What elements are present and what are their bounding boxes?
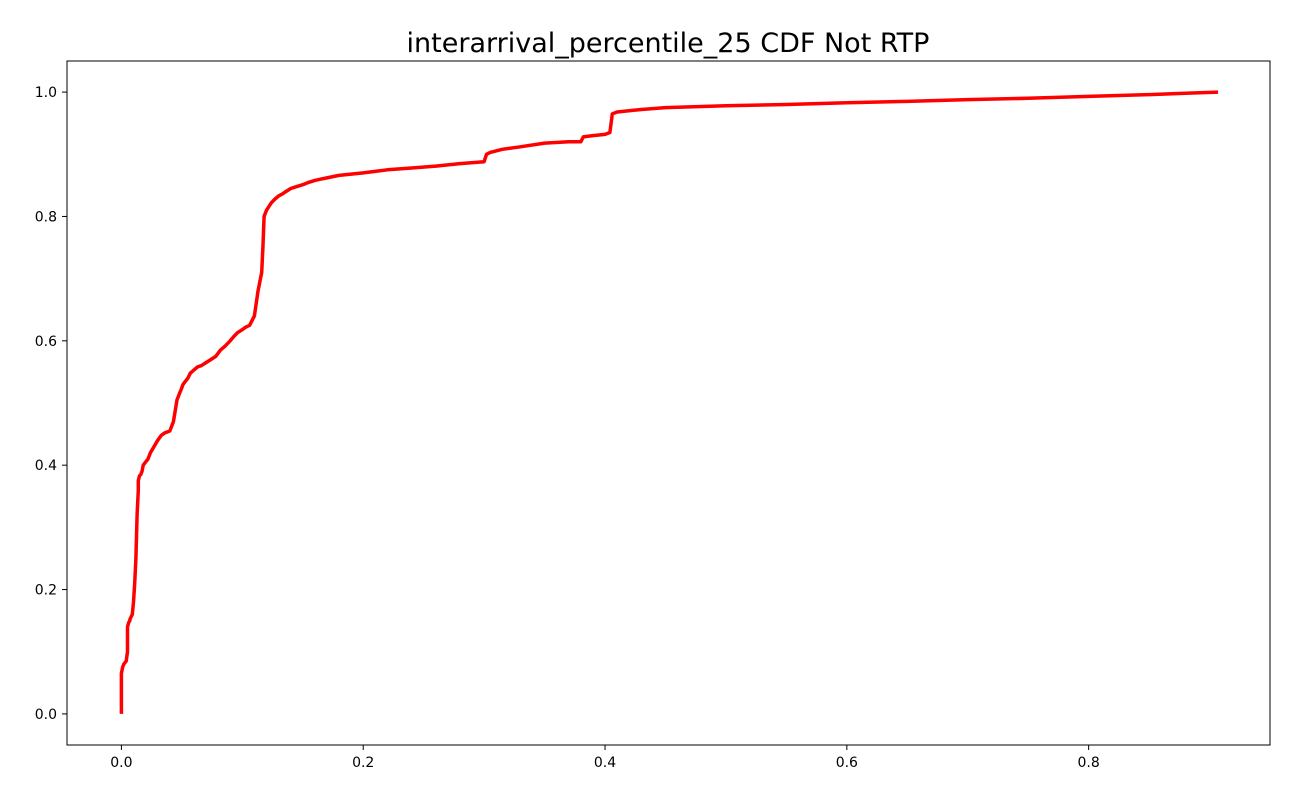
y-tick-label: 1.0 — [35, 85, 57, 101]
x-tick-label: 0.8 — [1078, 755, 1100, 771]
cdf-series-line-0 — [119, 90, 1219, 714]
y-tick-label: 0.4 — [35, 458, 57, 474]
y-tick-label: 0.6 — [35, 334, 57, 350]
y-tick-label: 0.8 — [35, 209, 57, 225]
y-axis: 0.0 0.2 0.4 0.6 0.8 1.0 — [35, 85, 67, 723]
x-tick-label: 0.6 — [836, 755, 858, 771]
y-tick-label: 0.0 — [35, 707, 57, 723]
x-axis: 0.0 0.2 0.4 0.6 0.8 — [110, 745, 1100, 771]
chart-title: interarrival_percentile_25 CDF Not RTP — [407, 28, 930, 59]
plot-area — [119, 90, 1219, 714]
x-tick-label: 0.2 — [352, 755, 374, 771]
x-tick-label: 0.4 — [594, 755, 616, 771]
x-tick-label: 0.0 — [110, 755, 132, 771]
y-tick-label: 0.2 — [35, 583, 57, 599]
plot-frame — [66, 60, 1271, 746]
